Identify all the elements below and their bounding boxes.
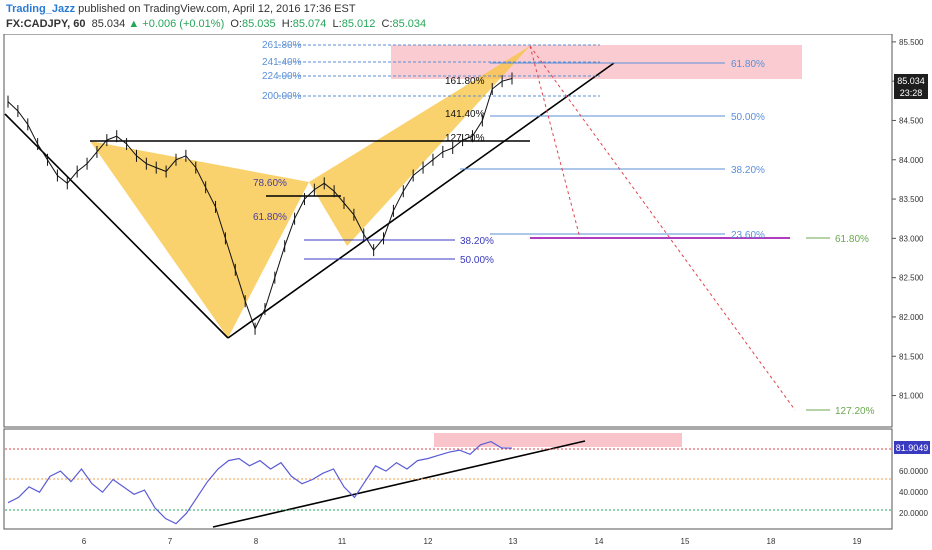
rsi-tag: [894, 441, 930, 454]
symbol-line: FX:CADJPY, 60 85.034 ▲ +0.006 (+0.01%) O…: [6, 18, 426, 30]
ext-target-label: 61.80%: [835, 234, 869, 245]
close-value: 85.034: [392, 18, 427, 30]
fib-target-label: 23.60%: [731, 230, 765, 241]
rsi-line: [7, 440, 513, 525]
price-tick-label: 85.500: [899, 38, 924, 47]
price-tick-label: 82.000: [899, 313, 924, 322]
time-tick-label: 12: [424, 537, 433, 546]
fib-target-label: 50.00%: [731, 112, 765, 123]
chart-header: Trading_Jazz published on TradingView.co…: [0, 0, 932, 34]
fib-targets: [460, 62, 790, 239]
open-value: 85.035: [241, 18, 276, 30]
rsi-tick-label: 20.0000: [899, 509, 928, 518]
open-label: O:: [230, 18, 242, 30]
rsi-target-zone: [434, 433, 682, 447]
price-tag-text: 85.034: [897, 76, 925, 86]
price-tag: [894, 74, 928, 87]
price-tick-label: 81.500: [899, 352, 924, 361]
ext-target-label: 127.20%: [835, 406, 875, 417]
low-value: 85.012: [341, 18, 376, 30]
time-tick-label: 11: [338, 537, 347, 546]
fib-levels-left: [278, 44, 600, 97]
high-label: H:: [281, 18, 293, 30]
rsi-series: [7, 440, 513, 525]
time-tick-label: 13: [509, 537, 518, 546]
harmonic-label: 127.20%: [445, 133, 485, 144]
rsi-tick-label: 60.0000: [899, 467, 928, 476]
time-tag: [894, 87, 928, 99]
price-tick-label: 82.500: [899, 274, 924, 283]
rsi-tag-text: 81.9049: [896, 443, 929, 453]
rsi-tick-label: 40.0000: [899, 488, 928, 497]
price-series: [7, 72, 513, 335]
publish-line: Trading_Jazz published on TradingView.co…: [6, 3, 356, 15]
time-tick-label: 8: [254, 537, 259, 546]
fib-left-label: 241.40%: [262, 57, 302, 68]
harmonic-label: 161.80%: [445, 76, 485, 87]
rsi-trend-line[interactable]: [212, 440, 586, 528]
uptrend-line[interactable]: [227, 62, 615, 339]
last-price: 85.034: [91, 18, 126, 30]
time-tick-label: 18: [767, 537, 776, 546]
fib-left-label: 200.00%: [262, 91, 302, 102]
rsi-axis: 60.0000 40.0000 20.0000: [899, 467, 928, 518]
bc-fib-label: 38.20%: [460, 236, 494, 247]
fib-left-label: 224.00%: [262, 71, 302, 82]
price-tick-label: 81.000: [899, 392, 924, 401]
price-change: +0.006 (+0.01%): [142, 18, 225, 30]
fib-left-label: 261.80%: [262, 40, 302, 51]
bc-fib-label: 50.00%: [460, 255, 494, 266]
symbol-label[interactable]: FX:CADJPY, 60: [6, 18, 86, 30]
low-label: L:: [332, 18, 342, 30]
price-tick-label: 83.500: [899, 195, 924, 204]
price-tick-label: 84.500: [899, 116, 924, 125]
harmonic-label: 61.80%: [253, 212, 287, 223]
price-tick-label: 83.000: [899, 234, 924, 243]
harmonic-label: 78.60%: [253, 178, 287, 189]
time-tick-label: 7: [168, 537, 173, 546]
price-line: [7, 78, 513, 331]
time-axis: 6 7 8 11 12 13 14 15 18 19: [82, 537, 862, 546]
price-tick-label: 84.000: [899, 156, 924, 165]
time-tick-label: 15: [681, 537, 690, 546]
chart-canvas[interactable]: 261.80% 241.40% 224.00% 200.00% 78.60% 61.80%…: [0, 34, 932, 550]
fib-target-label: 38.20%: [731, 165, 765, 176]
time-tick-label: 6: [82, 537, 87, 546]
harmonic-label: 141.40%: [445, 109, 485, 120]
chart-labels: 261.80% 241.40% 224.00% 200.00% 78.60% 61.80%…: [253, 40, 875, 417]
author-link[interactable]: Trading_Jazz: [6, 3, 76, 15]
time-tag-text: 23:28: [900, 88, 923, 98]
up-arrow-icon: ▲: [128, 18, 140, 30]
pattern-xab: [90, 141, 309, 338]
time-tick-label: 14: [595, 537, 604, 546]
publish-info: published on TradingView.com, April 12, …: [78, 3, 356, 15]
close-label: C:: [381, 18, 393, 30]
high-value: 85.074: [292, 18, 327, 30]
time-tick-label: 19: [853, 537, 862, 546]
fib-target-label: 61.80%: [731, 59, 765, 70]
